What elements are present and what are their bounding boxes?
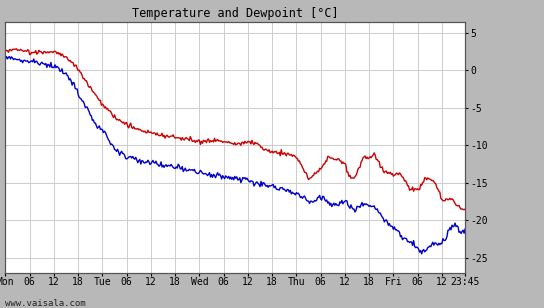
Text: www.vaisala.com: www.vaisala.com xyxy=(5,299,86,308)
Title: Temperature and Dewpoint [°C]: Temperature and Dewpoint [°C] xyxy=(132,7,338,20)
